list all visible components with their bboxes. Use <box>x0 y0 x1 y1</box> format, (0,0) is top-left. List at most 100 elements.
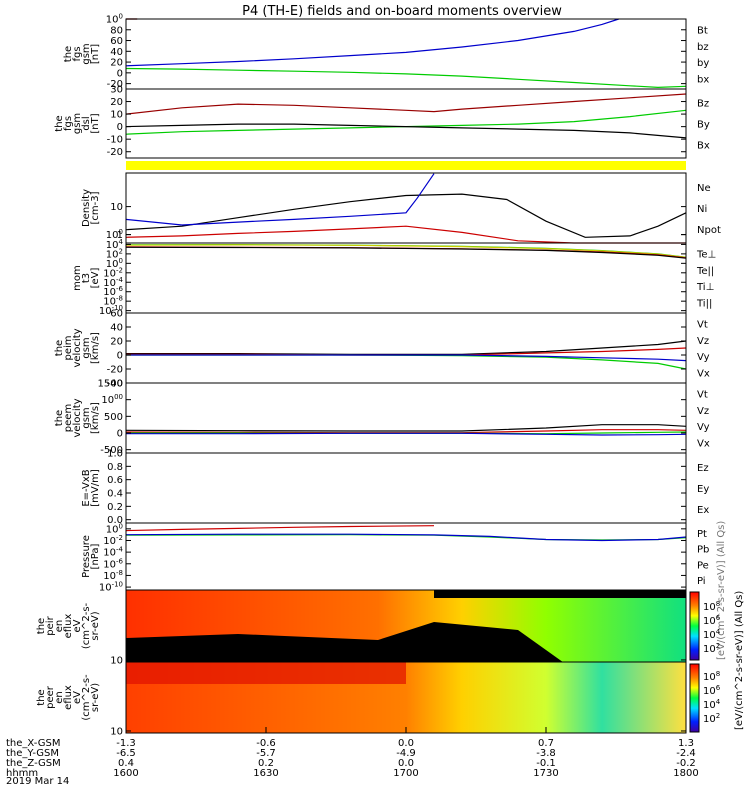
y-tick-label: 10-8 <box>103 569 123 582</box>
y-tick-label: 40 <box>110 47 123 58</box>
y-tick-label: 10 <box>110 726 123 737</box>
time-tick-label-y: -5.7 <box>256 748 276 759</box>
legend-Vy: Vy <box>697 422 710 433</box>
y-tick-label: 40 <box>110 323 123 334</box>
y-tick-label: 500 <box>104 412 123 423</box>
series-pressure-Pi <box>125 533 687 542</box>
time-tick-label-z: 0.2 <box>258 758 274 769</box>
y-axis-label-line: [cm-3] <box>90 191 101 224</box>
y-tick-label: -500 <box>100 445 123 456</box>
y-axis-label-line: [nT] <box>90 44 101 64</box>
legend-Pb: Pb <box>697 545 709 556</box>
y-axis-label-line: sr-eV) <box>90 683 101 712</box>
y-tick-label: 1500 <box>98 379 123 390</box>
panel-frame <box>125 88 687 159</box>
legend-Bt: Bt <box>697 26 708 37</box>
colorbar-upper <box>689 591 700 661</box>
time-tick-label-z: -0.2 <box>676 758 696 769</box>
y-axis-label-line: dsl <box>81 116 92 130</box>
legend-Bx: Bx <box>697 140 710 151</box>
y-tick-label: 60 <box>110 309 123 320</box>
y-tick-label: 10 <box>110 110 123 121</box>
y-tick-label: 0 <box>117 429 123 440</box>
series-density-Ni <box>125 193 687 238</box>
legend-Te||: Te|| <box>696 266 714 277</box>
legend-Vx: Vx <box>697 438 710 449</box>
y-axis-label-line: peem <box>63 404 74 432</box>
legend-by: by <box>697 58 709 69</box>
y-axis-label-line: eV <box>72 691 83 704</box>
y-axis-label: Pressure[nPa] <box>81 535 101 578</box>
time-tick-label-hhmm: 1600 <box>113 768 138 779</box>
y-tick-label: 10-6 <box>103 557 123 570</box>
y-tick-label: 100 <box>106 228 123 241</box>
y-axis-label-line: gsm <box>81 337 92 358</box>
y-tick-label: 1000 <box>101 393 123 406</box>
y-axis-label-line: t3 <box>81 273 92 283</box>
y-tick-label: -40 <box>107 379 123 390</box>
y-tick-label: 30 <box>110 85 123 96</box>
colorbar-label-upper: [eV/(cm^2-s-sr-eV)] (All Qs) <box>716 521 727 660</box>
y-axis-label-line: mom <box>72 265 83 291</box>
legend-Npot: Npot <box>697 225 721 236</box>
legend-Vx: Vx <box>697 368 710 379</box>
y-axis-label-line: peir <box>45 615 56 635</box>
y-axis-label-line: fgs <box>63 116 74 131</box>
time-tick-label-x: 1.3 <box>678 738 694 749</box>
colorbar-lower-tick: 108 <box>703 670 720 683</box>
legend-Vt: Vt <box>697 320 708 331</box>
y-axis-label: E=-VxB[mV/m] <box>81 469 101 507</box>
time-axis-row-label: hhmm <box>6 768 38 779</box>
y-tick-label: 0.8 <box>107 462 123 473</box>
y-axis-label-line: E=-VxB <box>81 469 92 506</box>
colorbar-lower-tick: 102 <box>703 712 720 725</box>
y-tick-label: 20 <box>110 58 123 69</box>
time-tick-label-y: -2.4 <box>676 748 696 759</box>
series-peim_velocity-Vx <box>126 354 687 362</box>
colorbar-upper-tick: 102 <box>703 642 720 655</box>
colorbar-lower-tick: 104 <box>703 698 721 711</box>
y-axis-label-line: fgs <box>72 46 83 61</box>
y-axis-label-line: sr-eV) <box>90 611 101 640</box>
y-tick-label: 100 <box>106 257 123 270</box>
series-mom_temp-Ti⊥ <box>125 244 687 258</box>
y-tick-label: 10-6 <box>103 285 123 298</box>
y-axis-label-line: the <box>36 618 47 634</box>
y-axis-label-line: gsm <box>81 43 92 64</box>
y-axis-label-line: eflux <box>63 685 74 710</box>
legend-Te⊥: Te⊥ <box>696 250 716 261</box>
y-tick-label: 1 <box>117 230 123 241</box>
series-peim_velocity-Vy <box>126 354 687 370</box>
legend-Pt: Pt <box>697 529 707 540</box>
y-tick-label: 10 <box>110 655 123 666</box>
time-tick-label-hhmm: 1630 <box>253 768 278 779</box>
y-axis-label-line: the <box>54 410 65 426</box>
legend-bx: bx <box>697 74 709 85</box>
y-tick-label: 10 <box>110 202 123 213</box>
y-axis-label-line: the <box>54 340 65 356</box>
y-tick-label: 0.0 <box>107 515 123 526</box>
time-axis-row-label: the_X-GSM <box>6 738 60 749</box>
status-bar <box>126 161 686 170</box>
time-tick-label-z: 0.0 <box>398 758 414 769</box>
y-tick-label: -20 <box>107 147 123 158</box>
panel-stack: -20020406080100thefgsgsm[nT]Btbzbybx-20-… <box>36 13 721 738</box>
y-tick-label: 80 <box>110 25 123 36</box>
y-tick-label: 10-10 <box>99 304 123 317</box>
panel-frame <box>125 382 687 454</box>
series-peem_velocity-Vz <box>125 429 687 434</box>
legend-Ti⊥: Ti⊥ <box>696 282 714 293</box>
panel-frame <box>125 242 687 314</box>
y-tick-label: 20 <box>110 337 123 348</box>
y-tick-label: 60 <box>110 36 123 47</box>
